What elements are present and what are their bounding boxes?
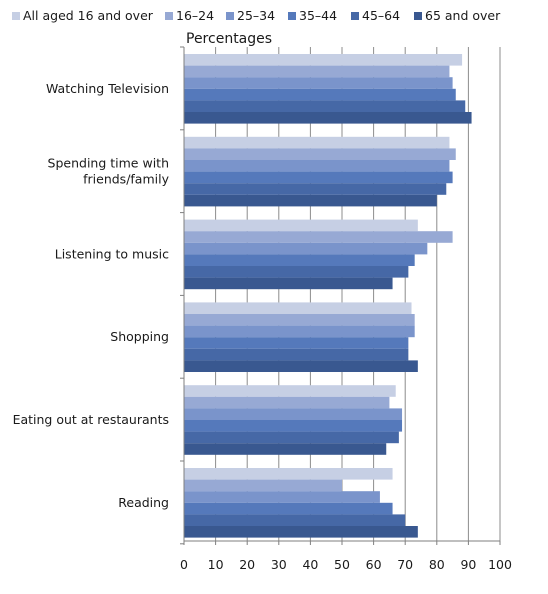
bar: [184, 219, 418, 232]
bar: [184, 491, 380, 503]
legend-swatch: [226, 12, 234, 20]
x-tick-label: 100: [488, 557, 512, 572]
bar-group: [184, 302, 418, 372]
bar: [184, 502, 393, 515]
category-label: Watching Television: [46, 81, 169, 96]
legend-swatch: [12, 12, 20, 20]
legend-item: 45–64: [351, 8, 400, 23]
bar: [184, 325, 415, 338]
x-tick-label: 30: [271, 557, 287, 572]
bar: [184, 242, 428, 255]
bar: [184, 231, 453, 243]
x-tick-label: 40: [302, 557, 318, 572]
legend-label: 25–34: [237, 8, 275, 23]
bar: [184, 277, 393, 290]
x-tick-label: 50: [334, 557, 350, 572]
category-label: Eating out at restaurants: [13, 412, 169, 427]
bar: [184, 148, 456, 160]
bar: [184, 396, 390, 409]
legend-item: 25–34: [226, 8, 275, 23]
bar: [184, 160, 450, 172]
chart-title: Percentages: [186, 31, 272, 47]
bar: [184, 360, 418, 372]
legend-item: 35–44: [288, 8, 337, 23]
legend-swatch: [288, 12, 296, 20]
bar: [184, 479, 342, 492]
bar-group: [184, 54, 472, 124]
bar: [184, 348, 409, 361]
bar: [184, 443, 387, 455]
x-tick-label: 80: [429, 557, 445, 572]
category-label: Reading: [118, 495, 169, 510]
bar: [184, 254, 415, 266]
bar: [184, 526, 418, 538]
bar-group: [184, 136, 456, 207]
legend-label: 16–24: [176, 8, 214, 23]
category-label: Listening to music: [55, 246, 169, 261]
bar-group: [184, 219, 453, 290]
bar: [184, 54, 463, 66]
bar: [184, 77, 453, 89]
legend-label: All aged 16 and over: [23, 8, 154, 23]
bar: [184, 65, 450, 78]
bar: [184, 112, 472, 124]
legend-label: 65 and over: [425, 8, 501, 23]
legend-swatch: [351, 12, 359, 20]
bar: [184, 337, 409, 349]
bar: [184, 420, 403, 432]
legend-label: 45–64: [362, 8, 400, 23]
bar: [184, 302, 412, 314]
bar: [184, 431, 399, 444]
x-tick-label: 10: [208, 557, 224, 572]
bar: [184, 194, 437, 207]
bar-group: [184, 385, 403, 455]
legend-swatch: [414, 12, 422, 20]
bar: [184, 100, 466, 112]
category-label: Shopping: [110, 329, 169, 344]
chart-legend: All aged 16 and over 16–24 25–34 35–44 45–64…: [12, 8, 501, 23]
bar: [184, 468, 393, 480]
x-tick-label: 90: [460, 557, 476, 572]
x-tick-label: 60: [366, 557, 382, 572]
category-label: Spending time with friends/family: [48, 156, 170, 187]
bar: [184, 136, 450, 149]
bar: [184, 314, 415, 326]
x-tick-label: 0: [180, 557, 188, 572]
legend-item: 16–24: [165, 8, 214, 23]
bar-group: [184, 468, 418, 538]
bar: [184, 408, 403, 420]
bar: [184, 183, 447, 195]
bar: [184, 385, 396, 397]
bar: [184, 514, 406, 526]
plot-area: Watching Television Spending time with fri…: [13, 46, 512, 572]
bar: [184, 266, 409, 278]
bar: [184, 171, 453, 184]
x-tick-label: 70: [397, 557, 413, 572]
legend-item: All aged 16 and over: [12, 8, 154, 23]
x-tick-label: 20: [239, 557, 255, 572]
legend-item: 65 and over: [414, 8, 501, 23]
legend-label: 35–44: [299, 8, 337, 23]
legend-swatch: [165, 12, 173, 20]
bar: [184, 88, 456, 101]
